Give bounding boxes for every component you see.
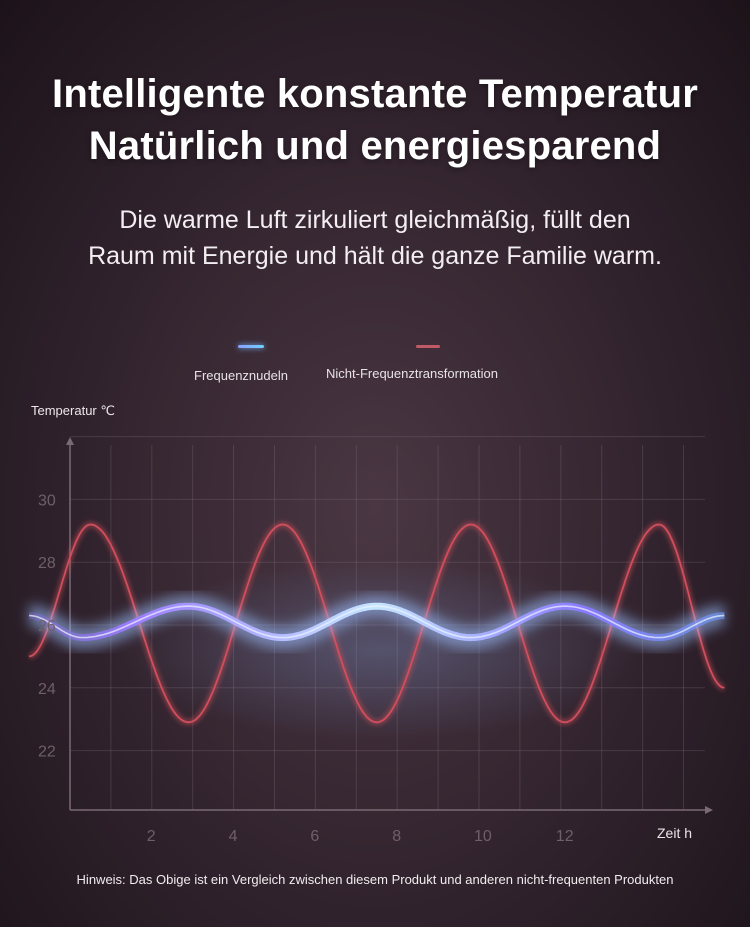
x-tick-label: 2 [147, 828, 156, 845]
x-tick-label: 12 [556, 828, 574, 845]
footer-note: Hinweis: Das Obige ist ein Vergleich zwi… [76, 872, 674, 887]
series-line-frequenznudeln-highlight [29, 605, 725, 639]
subtitle-line-2: Raum mit Energie und hält die ganze Fami… [88, 242, 662, 270]
legend-label-nicht-frequenz: Nicht-Frequenztransformation [326, 366, 498, 381]
legend-swatch-frequenznudeln [238, 345, 264, 348]
x-tick-label: 6 [310, 828, 319, 845]
x-tick-label: 4 [229, 828, 238, 845]
x-tick-label: 10 [474, 828, 492, 845]
y-tick-label: 24 [38, 681, 56, 698]
y-axis-label: Temperatur ℃ [31, 403, 115, 418]
subtitle-line-1: Die warme Luft zirkuliert gleichmäßig, f… [119, 206, 631, 234]
y-tick-label: 30 [38, 492, 56, 509]
headline-line-1: Intelligente konstante Temperatur [52, 72, 698, 116]
x-tick-label: 8 [392, 828, 401, 845]
y-tick-label: 22 [38, 744, 56, 761]
legend-label-frequenznudeln: Frequenznudeln [194, 368, 288, 383]
y-tick-label: 28 [38, 555, 56, 572]
x-axis-arrow [705, 806, 713, 814]
series-layer [28, 521, 725, 726]
legend-swatch-nicht-frequenz [416, 345, 440, 348]
y-axis-arrow [66, 437, 74, 445]
x-axis-label: Zeit h [657, 825, 693, 841]
y-tick-label: 26 [38, 618, 56, 635]
headline-line-2: Natürlich und energiesparend [88, 124, 662, 168]
series-line-nicht-frequenz [28, 523, 725, 724]
